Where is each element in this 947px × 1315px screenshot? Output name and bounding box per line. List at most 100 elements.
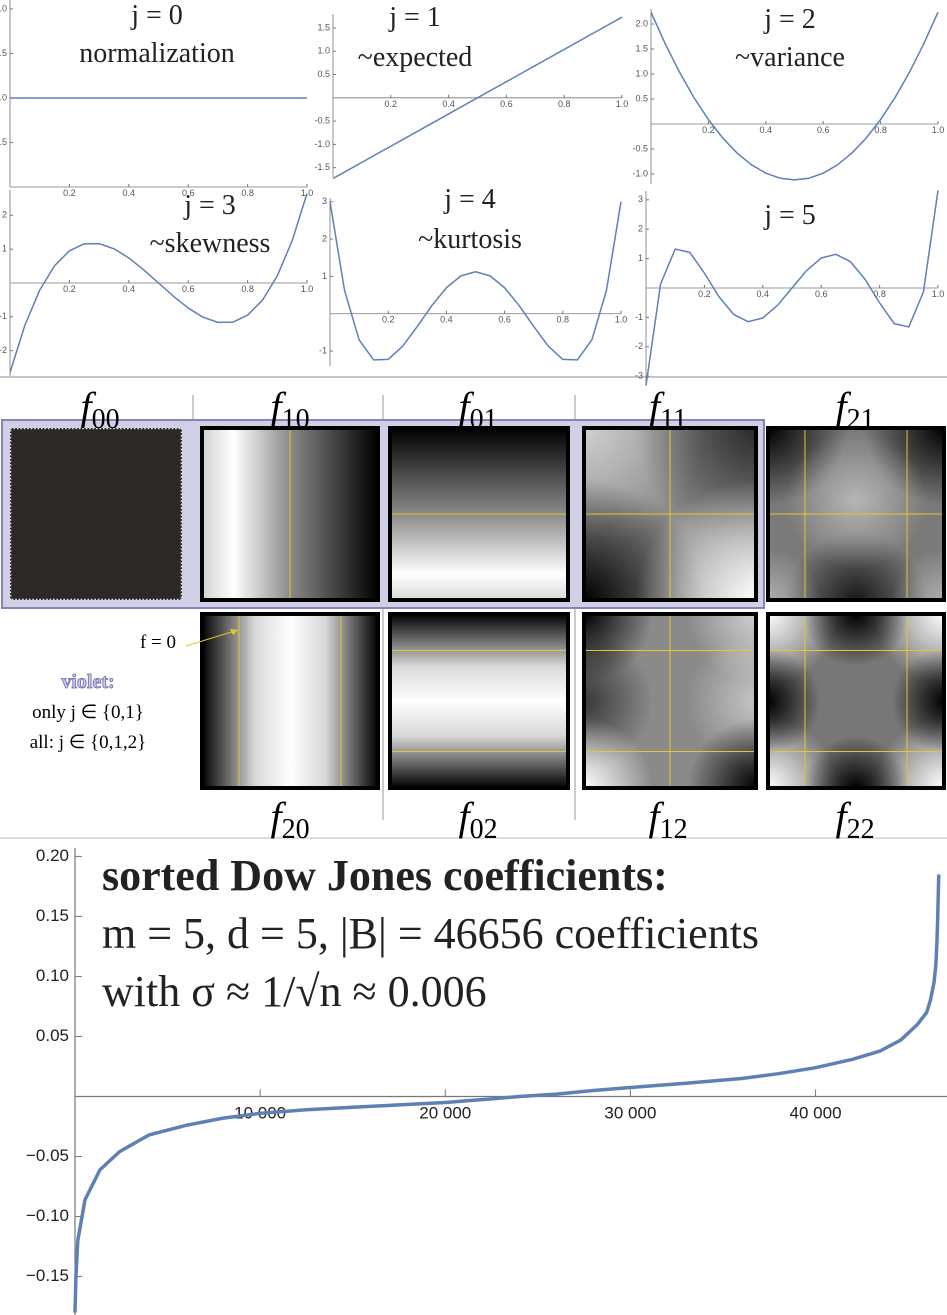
annotation: ~kurtosis [418, 224, 522, 255]
data-line [645, 190, 939, 386]
y-tick-label: 1.5 [635, 43, 648, 53]
x-tick-label: 1.0 [616, 99, 629, 109]
x-tick-label: 1.0 [932, 125, 945, 135]
y-tick-label: −0.05 [26, 1146, 69, 1165]
y-tick-label: 3 [638, 194, 643, 204]
x-tick-label: 1.0 [932, 289, 945, 299]
y-tick-label: 1.0 [317, 46, 330, 56]
y-tick-label: 3 [322, 196, 327, 206]
basis-image [584, 428, 756, 600]
image-frame [766, 612, 946, 790]
arrow [185, 629, 239, 647]
image-grid: f00 f10 f01 f11 f21 f20 f02 f12 f22 [1, 384, 946, 845]
basis-image [390, 614, 568, 788]
x-tick-label: 0.4 [757, 289, 770, 299]
chart: 0.2 0.4 0.6 0.8 1.0 -1.0 -0.5 0.5 1.0 1.5 2.0 j = 2… [632, 4, 944, 184]
x-tick-label: 0.6 [498, 315, 511, 325]
chart: 0.2 0.4 0.6 0.8 1.0 -3 -2 -1 1 2 3 j = 5 [635, 190, 945, 386]
y-tick-label: 0.10 [36, 966, 69, 985]
x-tick-label: 0.8 [874, 125, 887, 135]
x-tick-label: 0.6 [182, 188, 195, 198]
data-line [329, 201, 622, 361]
y-tick-label: -0.5 [632, 143, 648, 153]
x-tick-label: 0.2 [698, 289, 711, 299]
image-label: f20 [270, 794, 309, 845]
y-tick-label: 0.5 [0, 137, 7, 147]
x-tick-label: 0.2 [63, 188, 76, 198]
y-tick-label: 0.20 [36, 846, 69, 865]
image-frame [766, 426, 946, 602]
x-tick-label: 20 000 [419, 1104, 471, 1123]
image-label: f00 [80, 384, 119, 435]
data-line [9, 193, 308, 373]
y-tick-label: 1.0 [0, 92, 7, 102]
chart-title: sorted Dow Jones coefficients: [102, 851, 668, 900]
image-frame [200, 426, 380, 602]
x-tick-label: 0.6 [815, 289, 828, 299]
image-frame [582, 426, 758, 602]
annotation: ~variance [735, 42, 845, 73]
x-tick-label: 30 000 [604, 1104, 656, 1123]
legend-line: all: j ∈ {0,1,2} [30, 732, 147, 753]
x-tick-label: 0.4 [123, 188, 136, 198]
y-tick-label: 2 [322, 233, 327, 243]
image-label: f22 [835, 794, 874, 845]
basis-image [202, 614, 378, 788]
y-tick-label: -3 [635, 371, 643, 381]
chart: 0.2 0.4 0.6 0.8 1.0 -2 -1 1 2 j = 3 ~skewness [0, 190, 313, 376]
y-tick-label: -1 [0, 311, 7, 321]
annotation: normalization [79, 38, 235, 69]
x-tick-label: 0.8 [241, 284, 254, 294]
basis-image [10, 428, 182, 600]
basis-image [202, 428, 378, 600]
y-tick-label: 0.05 [36, 1026, 69, 1045]
x-tick-label: 0.6 [817, 125, 830, 135]
y-tick-label: 1.5 [317, 22, 330, 32]
y-tick-label: -2 [635, 341, 643, 351]
data-line [332, 16, 623, 180]
basis-image [584, 614, 756, 788]
y-tick-label: 2 [2, 210, 7, 220]
x-tick-label: 0.4 [760, 125, 773, 135]
y-tick-label: -1.0 [314, 139, 330, 149]
image-frame [388, 426, 570, 602]
annotation: with σ ≈ 1/√n ≈ 0.006 [102, 967, 487, 1016]
y-tick-label: 2 [638, 224, 643, 234]
image-label: f12 [648, 794, 687, 845]
y-tick-label: -1.5 [314, 162, 330, 172]
y-tick-label: −0.10 [26, 1206, 69, 1225]
x-tick-label: 1.0 [615, 315, 628, 325]
y-tick-label: 1 [322, 271, 327, 281]
x-tick-label: 0.8 [241, 188, 254, 198]
legend-title: violet: [61, 671, 114, 693]
arrow-head [230, 629, 238, 635]
x-tick-label: 0.2 [702, 125, 715, 135]
x-tick-label: 40 000 [790, 1104, 842, 1123]
chart-title: j = 4 [443, 184, 496, 215]
y-tick-label: −0.15 [26, 1266, 69, 1285]
y-tick-label: 2.0 [0, 3, 7, 13]
chart: 0.2 0.4 0.6 0.8 1.0 -1 1 2 3 j = 4 ~kurtosis [319, 184, 627, 366]
chart: 0.2 0.4 0.6 0.8 1.0 0.5 1.0 1.5 2.0 j = 0 normaliz… [0, 0, 313, 198]
x-tick-label: 0.4 [442, 99, 455, 109]
chart-title: j = 1 [388, 2, 441, 33]
chart: 0.2 0.4 0.6 0.8 1.0 -1.5 -1.0 -0.5 0.5 1.0 1.5 j = … [314, 2, 629, 180]
y-tick-label: 1.0 [635, 68, 648, 78]
x-tick-label: 0.8 [557, 315, 570, 325]
y-tick-label: -1 [635, 312, 643, 322]
y-tick-label: 1 [638, 253, 643, 263]
data-line [73, 874, 941, 1313]
image-frame [200, 612, 380, 790]
y-tick-label: -1.0 [632, 168, 648, 178]
x-tick-label: 0.2 [382, 315, 395, 325]
x-tick-label: 0.6 [182, 284, 195, 294]
y-tick-label: -2 [0, 345, 7, 355]
data-line [650, 11, 939, 181]
x-tick-label: 1.0 [301, 284, 314, 294]
basis-image [768, 428, 944, 600]
x-tick-label: 1.0 [301, 188, 314, 198]
annotation: ~expected [358, 42, 473, 73]
y-tick-label: 0.5 [317, 69, 330, 79]
chart-title: j = 2 [763, 4, 816, 35]
